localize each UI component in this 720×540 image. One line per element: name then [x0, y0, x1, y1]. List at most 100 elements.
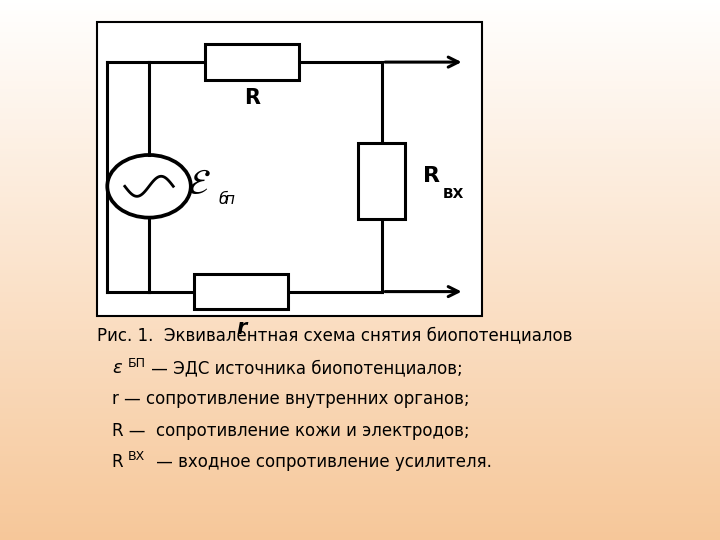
- Bar: [0, 140, 720, 143]
- Bar: [0, 278, 720, 281]
- Bar: [0, 30, 720, 32]
- Bar: [0, 162, 720, 165]
- Bar: [0, 213, 720, 216]
- Bar: [0, 205, 720, 208]
- Bar: [0, 456, 720, 459]
- Text: БП: БП: [127, 357, 145, 370]
- Bar: [0, 256, 720, 259]
- Bar: [0, 57, 720, 59]
- Bar: [0, 32, 720, 35]
- Bar: [0, 451, 720, 454]
- Bar: [0, 316, 720, 319]
- Bar: [0, 92, 720, 94]
- Bar: [0, 510, 720, 513]
- Bar: [0, 184, 720, 186]
- Bar: [0, 429, 720, 432]
- Bar: [0, 340, 720, 343]
- Bar: [0, 19, 720, 22]
- Bar: [0, 167, 720, 170]
- Bar: [0, 113, 720, 116]
- Bar: [0, 248, 720, 251]
- Bar: [0, 478, 720, 481]
- Text: R: R: [112, 453, 123, 471]
- Text: R —  сопротивление кожи и электродов;: R — сопротивление кожи и электродов;: [112, 422, 469, 440]
- Bar: [0, 165, 720, 167]
- Bar: [0, 378, 720, 381]
- Bar: [0, 443, 720, 445]
- Bar: [0, 454, 720, 456]
- Bar: [358, 143, 405, 219]
- Bar: [0, 5, 720, 8]
- Text: R: R: [244, 88, 260, 108]
- Bar: [0, 319, 720, 321]
- Bar: [0, 297, 720, 300]
- Bar: [0, 14, 720, 16]
- Bar: [0, 51, 720, 54]
- Bar: [0, 124, 720, 127]
- Bar: [0, 313, 720, 316]
- Bar: [0, 508, 720, 510]
- Bar: [0, 397, 720, 400]
- Bar: [0, 38, 720, 40]
- Bar: [0, 173, 720, 176]
- Bar: [0, 251, 720, 254]
- Bar: [0, 235, 720, 238]
- Bar: [0, 386, 720, 389]
- Bar: [0, 537, 720, 540]
- Bar: [0, 0, 720, 3]
- Bar: [0, 267, 720, 270]
- Bar: [0, 532, 720, 535]
- Bar: [0, 394, 720, 397]
- Bar: [0, 11, 720, 14]
- Bar: [0, 143, 720, 146]
- Bar: [0, 308, 720, 310]
- Bar: [0, 300, 720, 302]
- Bar: [0, 54, 720, 57]
- Bar: [0, 40, 720, 43]
- Bar: [0, 324, 720, 327]
- Bar: [0, 111, 720, 113]
- Bar: [0, 302, 720, 305]
- Bar: [0, 81, 720, 84]
- Bar: [0, 343, 720, 346]
- Bar: [0, 381, 720, 383]
- Bar: [194, 274, 288, 309]
- Bar: [0, 329, 720, 332]
- Bar: [0, 305, 720, 308]
- Bar: [0, 219, 720, 221]
- Bar: [0, 76, 720, 78]
- Bar: [0, 243, 720, 246]
- Text: $б\!п$: $б\!п$: [218, 189, 236, 207]
- Bar: [0, 105, 720, 108]
- Bar: [0, 408, 720, 410]
- Bar: [0, 424, 720, 427]
- Bar: [0, 413, 720, 416]
- Bar: [0, 400, 720, 402]
- Text: r — сопротивление внутренних органов;: r — сопротивление внутренних органов;: [112, 390, 469, 408]
- Bar: [0, 389, 720, 392]
- Bar: [0, 373, 720, 375]
- Bar: [0, 221, 720, 224]
- Bar: [0, 483, 720, 486]
- Bar: [0, 148, 720, 151]
- Bar: [0, 3, 720, 5]
- Text: — входное сопротивление усилителя.: — входное сопротивление усилителя.: [151, 453, 492, 471]
- Bar: [0, 24, 720, 27]
- Bar: [0, 459, 720, 462]
- Bar: [0, 421, 720, 424]
- Bar: [0, 516, 720, 518]
- Bar: [0, 402, 720, 405]
- Bar: [0, 70, 720, 73]
- Bar: [0, 227, 720, 229]
- Bar: [0, 505, 720, 508]
- Bar: [0, 200, 720, 202]
- Bar: [0, 262, 720, 265]
- Bar: [0, 405, 720, 408]
- Bar: [0, 89, 720, 92]
- Bar: [0, 122, 720, 124]
- Bar: [0, 240, 720, 243]
- Text: ВХ: ВХ: [127, 450, 145, 463]
- Bar: [0, 146, 720, 148]
- Bar: [205, 44, 299, 80]
- Bar: [0, 364, 720, 367]
